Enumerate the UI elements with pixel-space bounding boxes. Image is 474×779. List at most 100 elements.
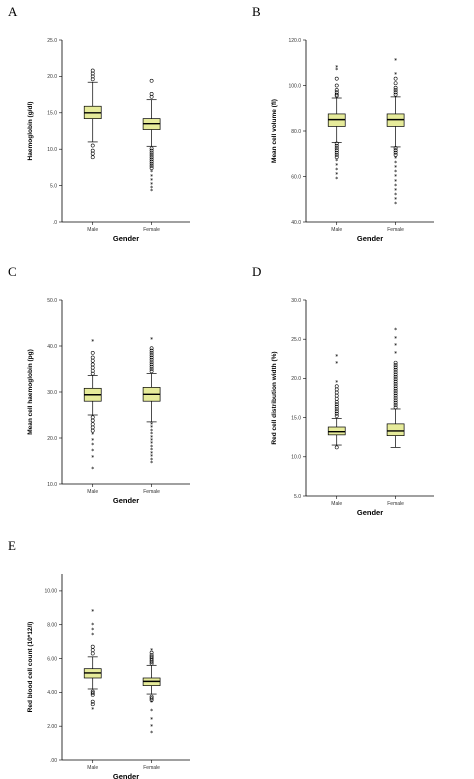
outlier-circle xyxy=(149,362,154,367)
outlier-star: * xyxy=(394,351,397,358)
y-tick-label: 60.0 xyxy=(291,174,301,180)
outlier-circle xyxy=(393,81,398,86)
outlier-circle xyxy=(393,76,398,81)
outlier-star: * xyxy=(91,438,94,445)
outlier-circle xyxy=(90,350,95,355)
box-male: ******* xyxy=(327,65,346,183)
y-tick-label: 20.0 xyxy=(47,436,57,442)
outlier-star: * xyxy=(394,156,397,163)
outlier-star: * xyxy=(394,343,397,350)
outlier-star: * xyxy=(150,723,153,730)
outlier-circle xyxy=(90,702,95,707)
outlier-circle xyxy=(393,400,398,405)
outlier-circle xyxy=(334,152,339,157)
outlier-circle xyxy=(393,92,398,97)
outlier-star: * xyxy=(150,178,153,185)
outlier-circle xyxy=(393,367,398,372)
outlier-circle xyxy=(149,166,154,171)
outlier-circle xyxy=(334,396,339,401)
outlier-circle xyxy=(90,651,95,656)
outlier-circle xyxy=(334,409,339,414)
y-axis-label: Red cell distribution width (%) xyxy=(271,351,278,444)
outlier-star: * xyxy=(91,466,94,473)
outlier-circle xyxy=(149,150,154,155)
outlier-circle xyxy=(334,141,339,146)
category-label: Male xyxy=(87,765,98,771)
outlier-circle xyxy=(393,403,398,407)
y-tick-label: 10.0 xyxy=(291,455,301,461)
outlier-circle xyxy=(334,411,339,416)
box-female: ************** xyxy=(142,336,161,467)
outlier-star: * xyxy=(394,178,397,185)
outlier-circle xyxy=(90,699,95,704)
outlier-circle xyxy=(334,414,339,418)
outlier-circle xyxy=(90,77,95,82)
outlier-star: * xyxy=(91,339,94,346)
outlier-circle xyxy=(334,146,339,150)
outlier-circle xyxy=(149,357,154,362)
y-tick-label: 20.0 xyxy=(47,74,57,80)
outlier-star: * xyxy=(91,448,94,455)
outlier-star: * xyxy=(394,183,397,190)
outlier-circle xyxy=(334,445,339,450)
outlier-star: * xyxy=(335,67,338,74)
outlier-star: * xyxy=(150,460,153,467)
outlier-star: * xyxy=(91,627,94,634)
outlier-star: * xyxy=(150,447,153,454)
outlier-star: * xyxy=(150,441,153,448)
panel-letter: B xyxy=(252,4,261,19)
outlier-circle xyxy=(149,369,154,374)
outlier-star: * xyxy=(91,442,94,449)
outlier-circle xyxy=(90,368,95,373)
outlier-circle xyxy=(149,346,154,351)
outlier-circle xyxy=(90,418,95,423)
outlier-circle xyxy=(393,148,398,153)
outlier-circle xyxy=(149,94,154,99)
outlier-circle xyxy=(393,150,398,155)
outlier-circle xyxy=(393,146,398,150)
category-label: Female xyxy=(387,501,404,507)
outlier-circle xyxy=(334,384,339,389)
outlier-circle xyxy=(90,693,95,697)
outlier-circle xyxy=(334,390,339,395)
outlier-star: * xyxy=(150,708,153,715)
outlier-circle xyxy=(149,355,154,360)
outlier-circle xyxy=(393,360,398,365)
x-axis-label: Gender xyxy=(113,772,139,779)
outlier-circle xyxy=(149,353,154,358)
outlier-circle xyxy=(334,148,339,153)
outlier-circle xyxy=(393,374,398,379)
outlier-star: * xyxy=(150,431,153,438)
outlier-circle xyxy=(393,372,398,377)
outlier-star: * xyxy=(394,201,397,208)
outlier-circle xyxy=(334,88,339,92)
y-tick-label: .0 xyxy=(53,220,57,226)
outlier-star: * xyxy=(150,428,153,435)
outlier-star: * xyxy=(394,327,397,334)
panel-letter: E xyxy=(8,538,16,553)
outlier-star: * xyxy=(150,185,153,192)
panel-letter: A xyxy=(8,4,18,19)
outlier-circle xyxy=(393,365,398,370)
y-tick-label: 10.00 xyxy=(44,589,57,595)
outlier-star: * xyxy=(394,165,397,172)
box-female: **** xyxy=(386,327,405,448)
outlier-circle xyxy=(90,143,95,148)
outlier-star: * xyxy=(335,171,338,178)
y-tick-label: 120.0 xyxy=(288,38,301,44)
y-tick-label: 50.0 xyxy=(47,298,57,304)
panel-d: D 5.0 10.0 15.0 20.0 25.0 30.0 Red cell distrib… xyxy=(252,264,434,517)
box-female: ****** xyxy=(142,78,161,195)
panel-a: A .0 5.0 10.0 15.0 20.0 25.0 Haemoglobin (g/dl)… xyxy=(8,4,190,243)
box-female: ****** xyxy=(142,647,161,737)
outlier-circle xyxy=(90,428,95,433)
y-tick-label: 25.0 xyxy=(291,337,301,343)
outlier-circle xyxy=(90,691,95,696)
outlier-star: * xyxy=(150,454,153,461)
outlier-circle xyxy=(334,387,339,392)
outlier-star: * xyxy=(150,700,153,707)
outlier-star: * xyxy=(150,169,153,176)
y-tick-label: 2.00 xyxy=(47,724,57,730)
outlier-circle xyxy=(90,355,95,360)
outlier-circle xyxy=(334,402,339,407)
